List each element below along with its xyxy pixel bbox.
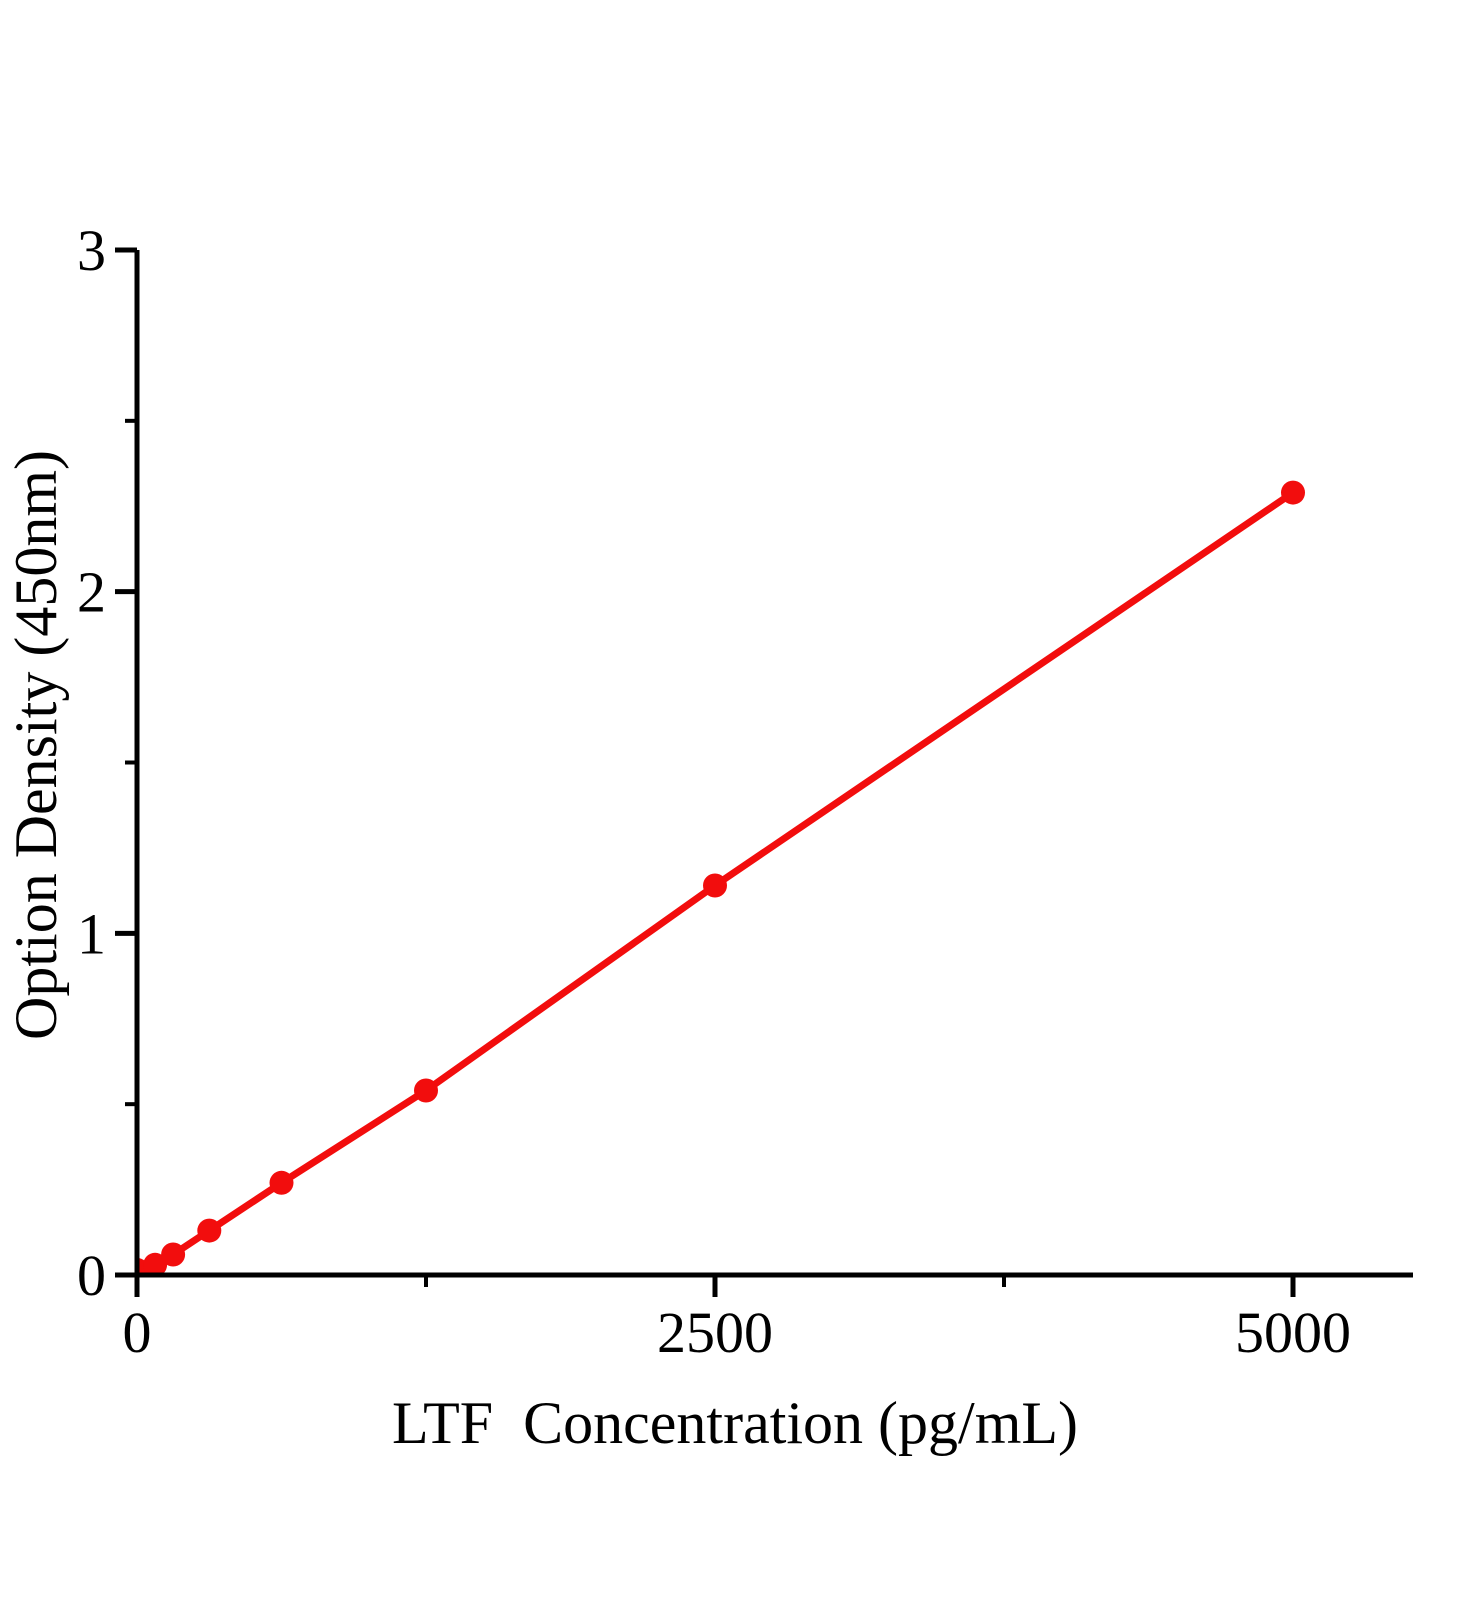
data-point-marker (143, 1252, 168, 1275)
y-tick-label: 1 (77, 901, 106, 966)
y-tick-label: 3 (77, 218, 106, 283)
x-tick-label: 0 (123, 1300, 152, 1365)
y-axis-label: Option Density (450nm) (3, 450, 69, 1040)
y-tick-label: 0 (77, 1243, 106, 1308)
data-point-marker (161, 1242, 186, 1267)
x-axis-label: LTF Concentration (pg/mL) (392, 1390, 1078, 1456)
series-ltf-standard-curve (137, 480, 1305, 1275)
x-tick-label: 2500 (657, 1300, 773, 1365)
x-tick-label: 5000 (1235, 1300, 1351, 1365)
data-point-marker (1281, 480, 1305, 505)
y-tick-label: 2 (77, 560, 106, 625)
axes-spine (134, 250, 1413, 1278)
data-point-marker (414, 1078, 438, 1103)
data-point-marker (269, 1170, 294, 1195)
data-point-marker (703, 873, 727, 898)
data-point-marker (197, 1218, 222, 1243)
